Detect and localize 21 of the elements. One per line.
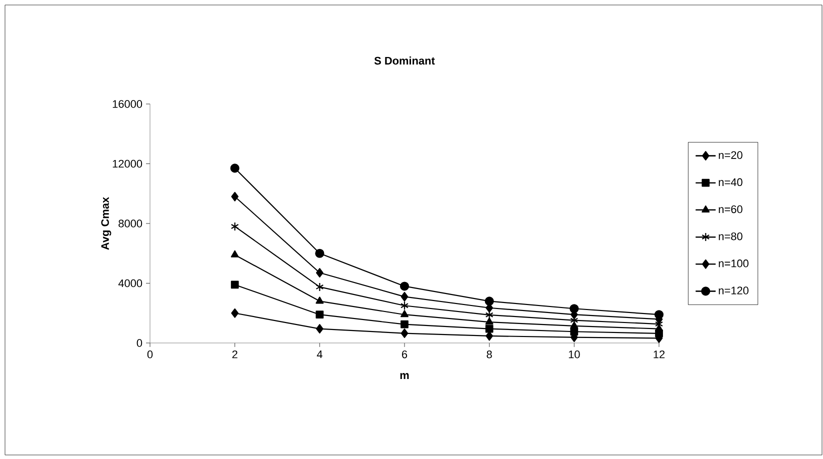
y-tick-label: 8000 — [118, 220, 142, 228]
legend-label: n=20 — [718, 151, 742, 159]
y-tick-label: 16000 — [112, 100, 142, 108]
y-tick-label: 4000 — [118, 279, 142, 288]
x-tick-label: 10 — [568, 350, 580, 358]
x-tick-label: 2 — [232, 350, 238, 358]
x-tick-label: 8 — [486, 350, 492, 358]
y-tick-label: 0 — [136, 339, 142, 347]
x-tick-label: 6 — [402, 350, 408, 358]
legend-label: n=120 — [718, 286, 748, 294]
legend-label: n=40 — [718, 178, 742, 186]
x-tick-label: 12 — [654, 350, 665, 358]
chart-title: S Dominant — [374, 56, 435, 65]
legend-label: n=80 — [718, 232, 742, 240]
x-axis-title: m — [400, 373, 409, 379]
legend-label: n=60 — [718, 205, 742, 214]
y-tick-label: 12000 — [112, 160, 142, 168]
y-axis-title: Avg Cmax — [101, 196, 112, 250]
x-tick-label: 4 — [316, 350, 322, 358]
x-tick-label: 0 — [147, 350, 153, 358]
legend-label: n=100 — [718, 260, 748, 268]
